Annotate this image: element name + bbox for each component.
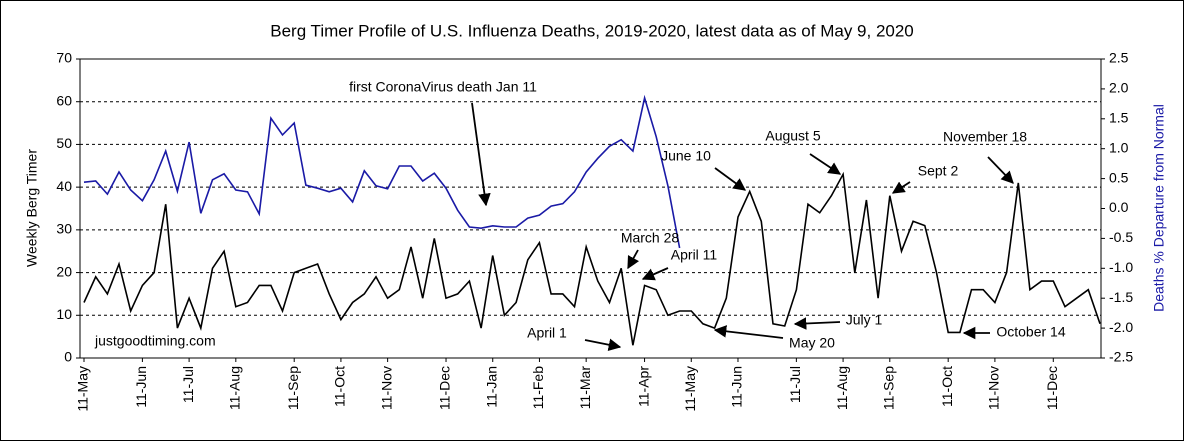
y2-tick-label: 1.0 [1109, 139, 1129, 155]
x-tick-label: 11-Feb [530, 366, 546, 410]
x-tick-label: 11-Dec [1044, 366, 1060, 410]
annotation-arrow [987, 156, 1014, 184]
annotation-arrow [809, 153, 842, 175]
x-tick-label: 11-Aug [227, 366, 243, 410]
y2-tick-label: -2.0 [1109, 319, 1133, 335]
y-tick-label: 50 [56, 135, 72, 151]
x-tick-label: 11-Oct [939, 366, 955, 407]
annotation-arrow [793, 317, 841, 330]
y2-tick-label: -1.0 [1109, 259, 1133, 275]
annotation-arrow [627, 249, 640, 270]
annotation: May 20 [789, 335, 835, 351]
y2-tick-label: 2.5 [1109, 50, 1129, 66]
annotation: April 1 [527, 325, 567, 341]
y2-tick-label: -1.5 [1109, 289, 1133, 305]
x-tick-label: 11-Dec [437, 366, 453, 410]
annotation: March 28 [621, 230, 680, 246]
annotation: July 1 [846, 312, 883, 328]
annotation: first CoronaVirus death Jan 11 [349, 79, 537, 95]
y2-tick-label: 2.0 [1109, 80, 1129, 96]
annotation-arrow [713, 325, 784, 339]
annotation-arrow [471, 102, 491, 207]
y-tick-label: 70 [56, 50, 72, 66]
x-tick-label: 11-Aug [834, 366, 850, 410]
x-tick-label: 11-Jan [483, 366, 499, 408]
x-tick-label: 11-Jul [180, 366, 196, 403]
y-axis-title: Weekly Berg Timer [24, 149, 40, 267]
annotation: August 5 [765, 128, 820, 144]
x-tick-label: 11-Jun [729, 366, 745, 408]
x-tick-label: 11-Jul [787, 366, 803, 403]
y2-tick-label: 1.5 [1109, 110, 1129, 126]
series-line [83, 171, 1101, 346]
x-tick-label: 11-Mar [577, 366, 593, 410]
y-tick-label: 40 [56, 178, 72, 194]
y2-axis-title: Deaths % Departure from Normal [1151, 104, 1167, 312]
x-tick-label: 11-Sep [880, 366, 896, 410]
x-tick-label: 11-Nov [986, 366, 1002, 410]
annotation: Sept 2 [918, 163, 959, 179]
y2-tick-label: 0.5 [1109, 169, 1129, 185]
annotation-arrow [714, 167, 747, 191]
y-tick-label: 20 [56, 263, 72, 279]
x-tick-label: 11-May [682, 366, 698, 412]
annotation: June 10 [661, 148, 711, 164]
y2-tick-label: -0.5 [1109, 229, 1133, 245]
x-tick-label: 11-Apr [635, 366, 651, 407]
annotation-arrow [891, 181, 911, 194]
y-tick-label: 0 [64, 349, 72, 365]
annotation-arrow [584, 338, 622, 351]
y-tick-label: 60 [56, 92, 72, 108]
y2-tick-label: 0.0 [1109, 199, 1129, 215]
y2-tick-label: -2.5 [1109, 349, 1133, 365]
annotation-arrow [641, 267, 669, 281]
y-tick-label: 10 [56, 306, 72, 322]
annotation: April 11 [671, 247, 718, 263]
x-tick-label: 11-Nov [378, 366, 394, 410]
plot-area [79, 58, 1102, 359]
watermark: justgoodtiming.com [94, 333, 216, 349]
series-line [83, 94, 681, 249]
x-tick-label: 11-Oct [332, 366, 348, 407]
x-tick-label: 11-Jun [133, 366, 149, 408]
x-tick-label: 11-Sep [285, 366, 301, 410]
x-tick-label: 11-May [75, 366, 91, 412]
y-tick-label: 30 [56, 221, 72, 237]
annotation: October 14 [996, 324, 1065, 340]
annotation: November 18 [943, 129, 1027, 145]
chart-title: Berg Timer Profile of U.S. Influenza Dea… [270, 21, 914, 40]
